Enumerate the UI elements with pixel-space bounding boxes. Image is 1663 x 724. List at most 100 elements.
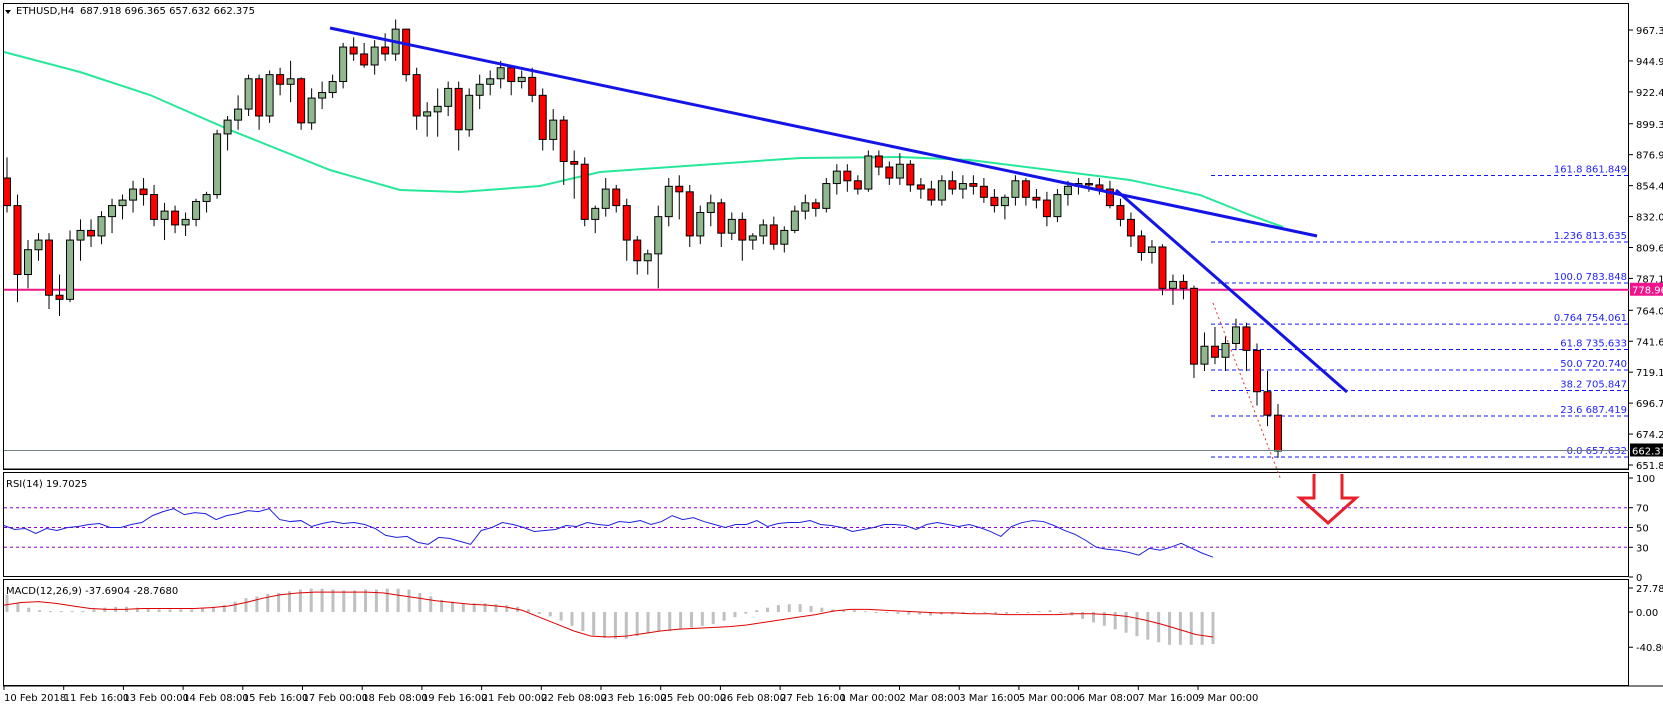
bearish-candle — [874, 155, 883, 168]
bullish-candle — [118, 199, 127, 207]
macd-histogram-bar — [613, 612, 617, 639]
macd-histogram-bar — [168, 609, 172, 612]
bearish-candle — [927, 188, 936, 201]
macd-histogram-bar — [885, 612, 889, 613]
bearish-candle — [454, 87, 463, 131]
bullish-candle — [1221, 342, 1230, 358]
price-tick-label: 764.050 — [1636, 306, 1663, 317]
macd-histogram-bar — [711, 612, 715, 625]
macd-histogram-bar — [81, 611, 85, 613]
bullish-candle — [549, 119, 558, 140]
bullish-candle — [24, 249, 33, 276]
arrow-shape — [1296, 474, 1360, 526]
bullish-candle — [66, 239, 75, 300]
fib-level-label: 161.8 861.849 — [1554, 164, 1627, 175]
time-tick-label: 21 Feb 00:00 — [482, 693, 548, 704]
time-tick-label: 11 Feb 16:00 — [64, 693, 130, 704]
price-axis[interactable]: 967.370 944.930 922.490 899.370 876.930 854.4… — [4, 26, 1663, 472]
bearish-candle — [979, 185, 988, 198]
macd-histogram-bar — [418, 592, 422, 612]
descending-trendline-major[interactable] — [329, 26, 1318, 238]
bearish-candle — [622, 205, 631, 241]
descending-trendline-minor[interactable] — [1115, 188, 1348, 394]
bullish-candle — [202, 194, 211, 202]
macd-histogram-bar — [537, 612, 541, 614]
bearish-candle — [1084, 183, 1093, 186]
bearish-candle — [528, 76, 537, 96]
candlesticks — [3, 19, 1282, 458]
macd-histogram-bar — [581, 612, 585, 632]
triangle-down-icon[interactable] — [5, 10, 11, 14]
support-line[interactable]: 778.968 — [4, 282, 1663, 297]
bullish-candle — [601, 188, 610, 209]
macd-histogram-bar — [157, 609, 161, 612]
macd-histogram-bar — [135, 607, 139, 612]
bullish-candle — [780, 229, 789, 245]
current-price-tag — [1630, 443, 1663, 457]
time-tick-label: 23 Feb 16:00 — [601, 693, 667, 704]
bullish-candle — [234, 108, 243, 121]
macd-histogram-bar — [27, 607, 31, 612]
rsi-tick-label: 50 — [1636, 524, 1649, 535]
fib-level-label: 38.2 705.847 — [1560, 380, 1627, 391]
bearish-candle — [948, 180, 957, 190]
bearish-candle — [633, 239, 642, 262]
macd-histogram-bar — [1015, 612, 1019, 613]
macd-histogram-bar — [1124, 612, 1128, 633]
time-tick-label: 5 Mar 00:00 — [1019, 693, 1079, 704]
bullish-candle — [307, 97, 316, 124]
macd-histogram-bar — [755, 610, 759, 612]
bullish-candle — [76, 229, 85, 241]
bullish-candle — [370, 46, 379, 66]
macd-histogram-bar — [233, 601, 237, 612]
macd-histogram-bar — [1037, 611, 1041, 613]
macd-histogram-bar — [309, 588, 313, 612]
bearish-candle — [1105, 188, 1114, 207]
bearish-candle — [139, 188, 148, 196]
macd-histogram-bar — [1091, 612, 1095, 623]
time-tick-label: 17 Feb 00:00 — [303, 693, 369, 704]
price-tick-label: 854.490 — [1636, 182, 1663, 193]
current-price-label: 662.375 — [1632, 446, 1663, 457]
time-tick-label: 2 Mar 08:00 — [900, 693, 960, 704]
bearish-candle — [580, 163, 589, 220]
fib-level-label: 50.0 720.740 — [1560, 359, 1627, 370]
bearish-candle — [570, 160, 579, 165]
price-tick-label: 944.930 — [1636, 57, 1663, 68]
macd-histogram-bar — [972, 612, 976, 613]
macd-histogram-bar — [592, 612, 596, 636]
macd-histogram-bar — [59, 611, 63, 613]
bearish-candle — [150, 194, 159, 220]
trendlines[interactable] — [329, 26, 1348, 481]
bearish-candle — [769, 224, 778, 245]
macd-histogram-bar — [1211, 612, 1215, 644]
macd-histogram-bar — [863, 611, 867, 613]
bearish-candle — [538, 94, 547, 140]
macd-histogram-bar — [103, 607, 107, 612]
bullish-candle — [801, 202, 810, 212]
time-tick-label: 10 Feb 2018 — [4, 693, 66, 704]
bearish-candle — [1158, 246, 1167, 289]
time-tick-label: 18 Feb 08:00 — [362, 693, 428, 704]
bearish-candle — [717, 202, 726, 234]
macd-tick-label: 0.00 — [1636, 608, 1658, 619]
bullish-candle — [475, 83, 484, 96]
macd-histogram-bar — [5, 594, 9, 612]
macd-histogram-bar — [407, 589, 411, 612]
macd-histogram-bar — [787, 604, 791, 612]
macd-histogram-bar — [364, 589, 368, 612]
bullish-candle — [181, 218, 190, 226]
bullish-candle — [706, 202, 715, 213]
price-tick-label: 651.850 — [1636, 461, 1663, 472]
bearish-candle — [853, 180, 862, 190]
moving-average-line — [3, 51, 1284, 228]
bearish-candle — [969, 183, 978, 187]
rsi-tick-label: 0 — [1636, 573, 1642, 584]
macd-histogram-bar — [907, 612, 911, 615]
macd-histogram-bar — [1157, 612, 1161, 643]
bullish-candle — [213, 133, 222, 196]
bullish-candle — [1231, 326, 1240, 344]
